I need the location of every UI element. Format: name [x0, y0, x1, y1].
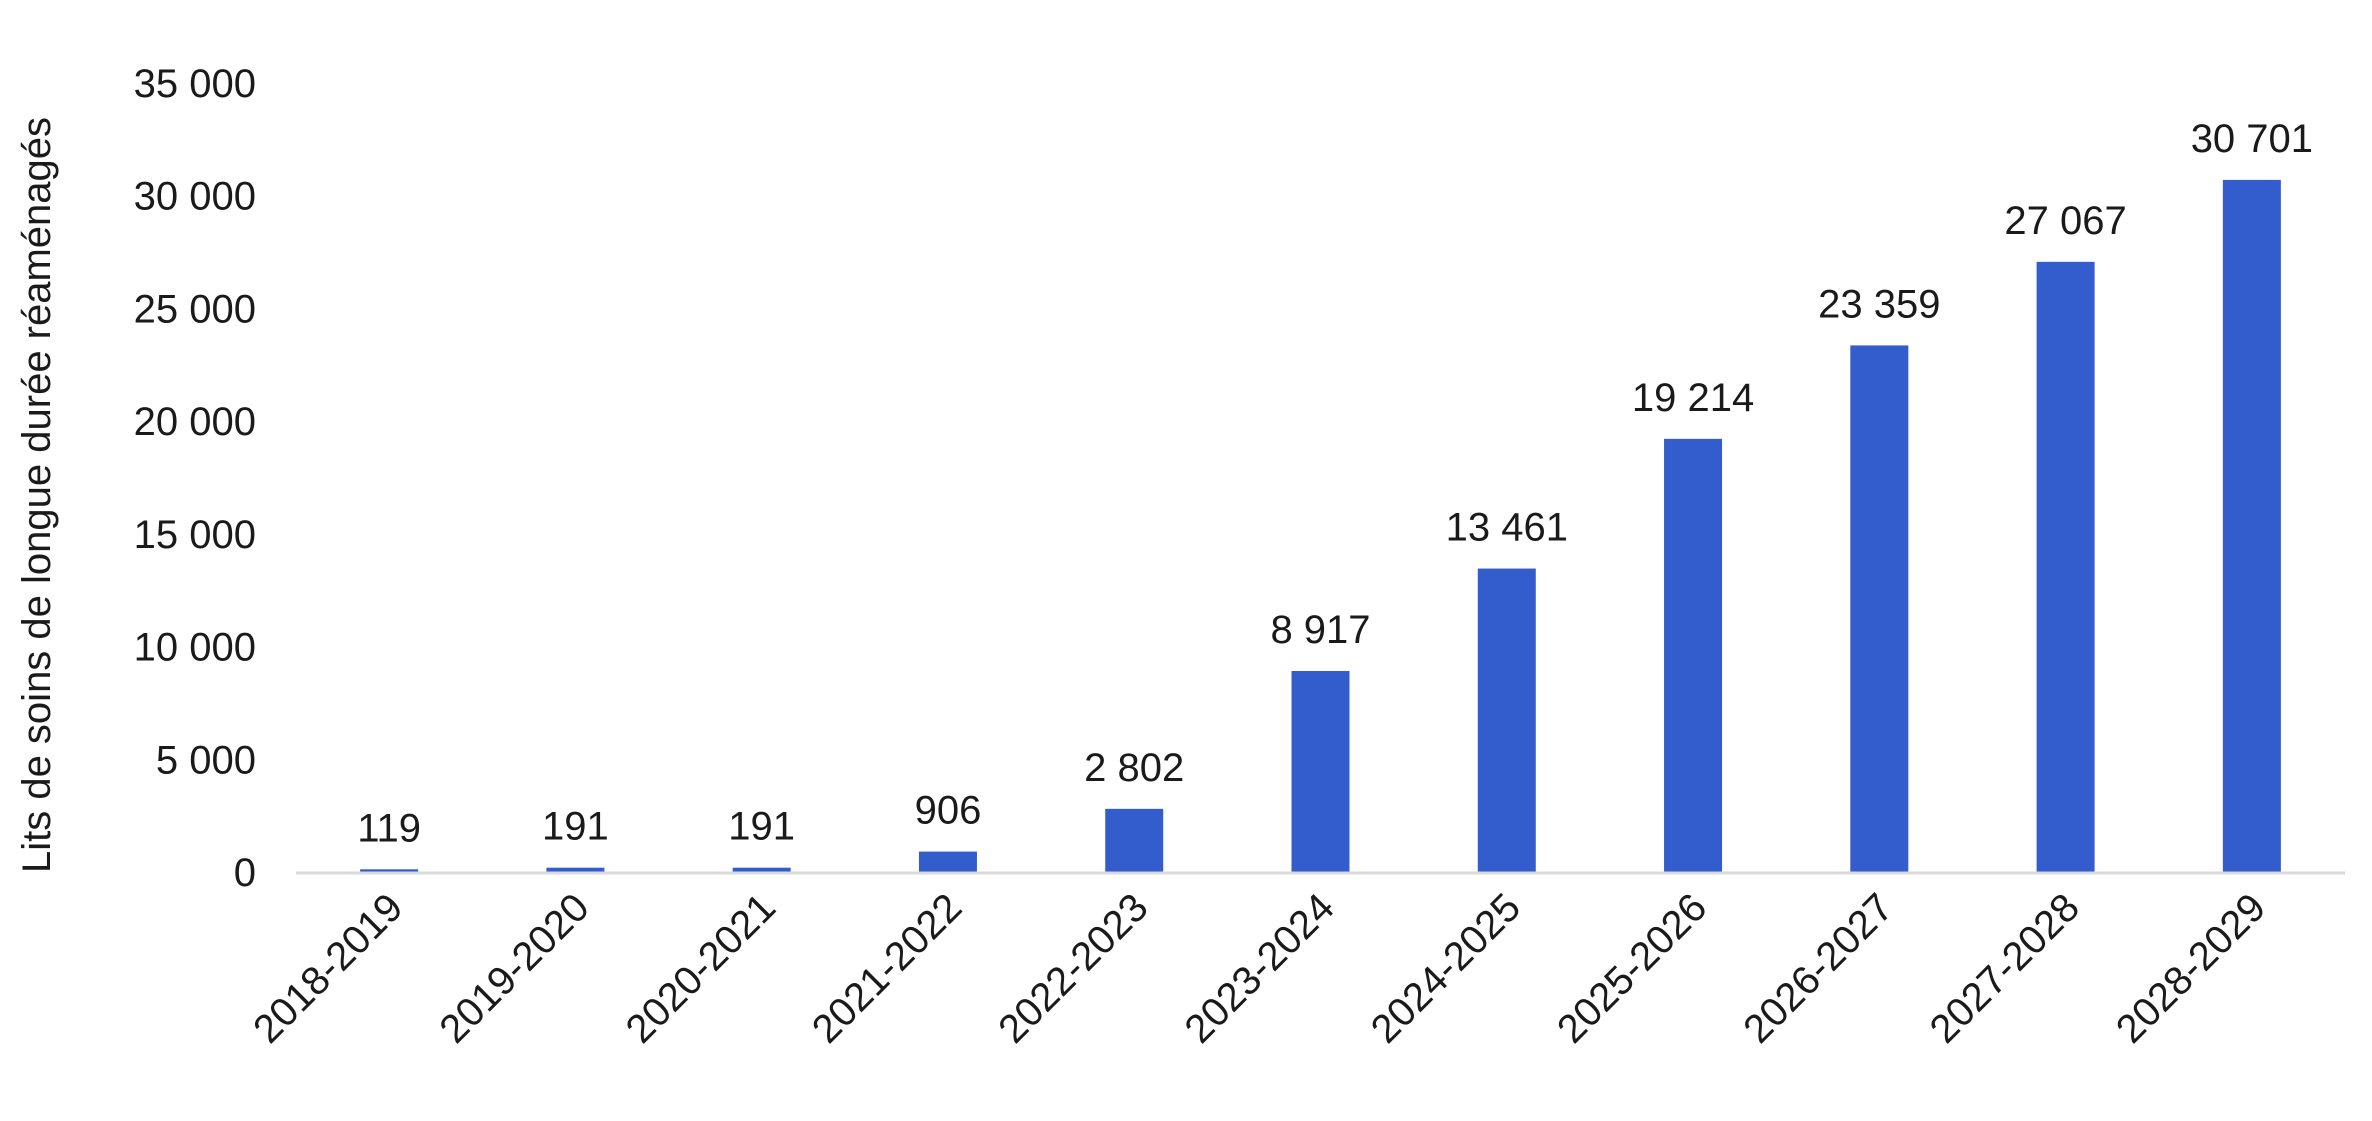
bar [2036, 261, 2095, 872]
x-tick-label: 2028-2029 [2108, 885, 2274, 1051]
y-axis-title: Lits de soins de longue durée réaménagés [15, 117, 59, 873]
data-label: 2 802 [1084, 746, 1184, 790]
y-tick-label: 5 000 [156, 738, 256, 782]
y-tick-label: 0 [234, 851, 256, 895]
bar [1850, 345, 1909, 872]
x-tick-label: 2022-2023 [990, 885, 1156, 1051]
x-tick-label: 2019-2020 [431, 885, 597, 1051]
x-tick-label: 2024-2025 [1363, 885, 1529, 1051]
data-label: 191 [728, 805, 795, 849]
y-tick-label: 25 000 [134, 287, 256, 331]
y-tick-label: 35 000 [134, 62, 256, 106]
data-label: 13 461 [1446, 506, 1568, 550]
y-tick-label: 10 000 [134, 626, 256, 670]
x-tick-label: 2025-2026 [1549, 885, 1715, 1051]
x-tick-label: 2020-2021 [618, 885, 784, 1051]
bar [732, 867, 791, 872]
bar [360, 869, 419, 872]
x-tick-label: 2023-2024 [1176, 885, 1342, 1051]
data-label: 27 067 [2004, 199, 2126, 243]
bar [2222, 179, 2281, 872]
data-label: 906 [915, 789, 982, 833]
bar [546, 867, 605, 872]
y-tick-label: 30 000 [134, 175, 256, 219]
bars [360, 179, 2281, 872]
y-axis-ticks: 0 5 000 10 000 15 000 20 000 25 000 30 000 35 0… [134, 62, 256, 895]
data-label: 8 917 [1270, 608, 1370, 652]
x-tick-label: 2026-2027 [1735, 885, 1901, 1051]
bar [918, 851, 977, 872]
data-label: 30 701 [2191, 117, 2313, 161]
value-labels: 119 191 191 906 2 802 8 917 13 461 19 214 23 359… [357, 117, 2313, 850]
x-tick-label: 2027-2028 [1922, 885, 2088, 1051]
y-tick-label: 15 000 [134, 513, 256, 557]
category-labels: 2018-2019 2019-2020 2020-2021 2021-2022 2022… [245, 885, 2274, 1051]
x-tick-label: 2021-2022 [804, 885, 970, 1051]
bar [1477, 568, 1536, 872]
data-label: 191 [542, 805, 609, 849]
data-label: 23 359 [1818, 282, 1940, 326]
y-tick-label: 20 000 [134, 400, 256, 444]
x-tick-label: 2018-2019 [245, 885, 411, 1051]
data-label: 119 [357, 806, 421, 850]
data-label: 19 214 [1632, 376, 1754, 420]
bar [1664, 438, 1723, 872]
bar [1105, 808, 1164, 872]
bar [1291, 670, 1350, 872]
